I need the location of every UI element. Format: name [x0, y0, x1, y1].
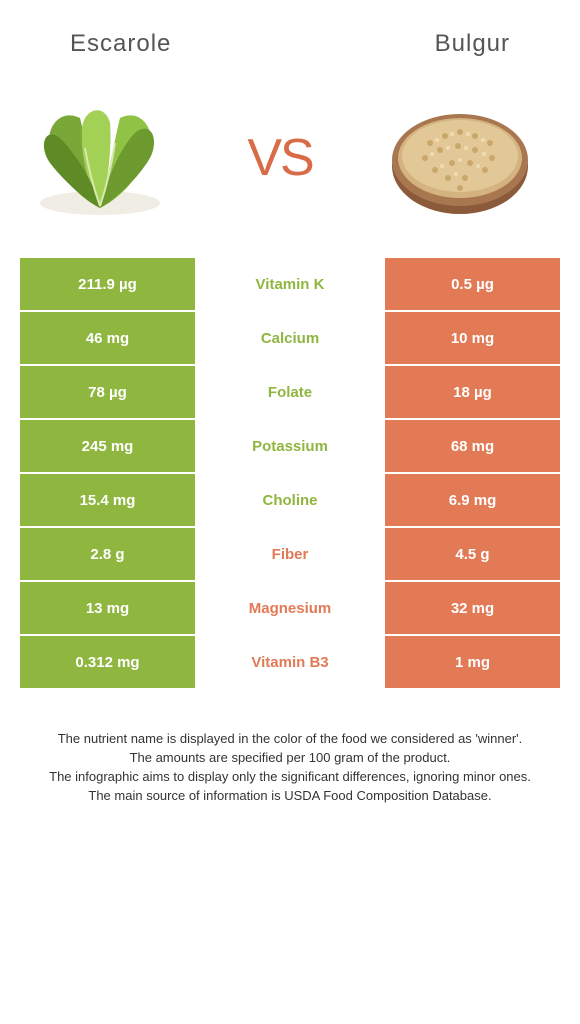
nutrient-name: Calcium [195, 312, 385, 364]
bulgur-image [370, 88, 550, 228]
vs-label: VS [247, 128, 312, 188]
left-title: Escarole [70, 30, 171, 58]
right-value: 0.5 µg [385, 258, 560, 310]
right-value: 6.9 mg [385, 474, 560, 526]
right-value: 4.5 g [385, 528, 560, 580]
left-value: 2.8 g [20, 528, 195, 580]
footer-line: The infographic aims to display only the… [20, 768, 560, 787]
nutrient-name: Vitamin B3 [195, 636, 385, 688]
table-row: 0.312 mgVitamin B31 mg [20, 636, 560, 690]
right-value: 32 mg [385, 582, 560, 634]
left-value: 211.9 µg [20, 258, 195, 310]
right-value: 18 µg [385, 366, 560, 418]
header: Escarole Bulgur [0, 0, 580, 78]
right-value: 1 mg [385, 636, 560, 688]
footer: The nutrient name is displayed in the co… [0, 690, 580, 805]
nutrient-name: Vitamin K [195, 258, 385, 310]
table-row: 15.4 mgCholine6.9 mg [20, 474, 560, 528]
footer-line: The main source of information is USDA F… [20, 787, 560, 806]
table-row: 211.9 µgVitamin K0.5 µg [20, 258, 560, 312]
table-row: 13 mgMagnesium32 mg [20, 582, 560, 636]
table-row: 2.8 gFiber4.5 g [20, 528, 560, 582]
table-row: 46 mgCalcium10 mg [20, 312, 560, 366]
nutrient-name: Potassium [195, 420, 385, 472]
left-value: 245 mg [20, 420, 195, 472]
vs-row: VS [0, 78, 580, 258]
right-value: 68 mg [385, 420, 560, 472]
left-value: 78 µg [20, 366, 195, 418]
left-value: 15.4 mg [20, 474, 195, 526]
nutrient-name: Choline [195, 474, 385, 526]
escarole-image [10, 88, 190, 228]
left-value: 0.312 mg [20, 636, 195, 688]
table-row: 78 µgFolate18 µg [20, 366, 560, 420]
nutrient-name: Magnesium [195, 582, 385, 634]
table-row: 245 mgPotassium68 mg [20, 420, 560, 474]
right-value: 10 mg [385, 312, 560, 364]
nutrient-name: Folate [195, 366, 385, 418]
left-value: 46 mg [20, 312, 195, 364]
left-value: 13 mg [20, 582, 195, 634]
right-title: Bulgur [435, 30, 510, 58]
footer-line: The nutrient name is displayed in the co… [20, 730, 560, 749]
comparison-table: 211.9 µgVitamin K0.5 µg46 mgCalcium10 mg… [20, 258, 560, 690]
nutrient-name: Fiber [195, 528, 385, 580]
footer-line: The amounts are specified per 100 gram o… [20, 749, 560, 768]
